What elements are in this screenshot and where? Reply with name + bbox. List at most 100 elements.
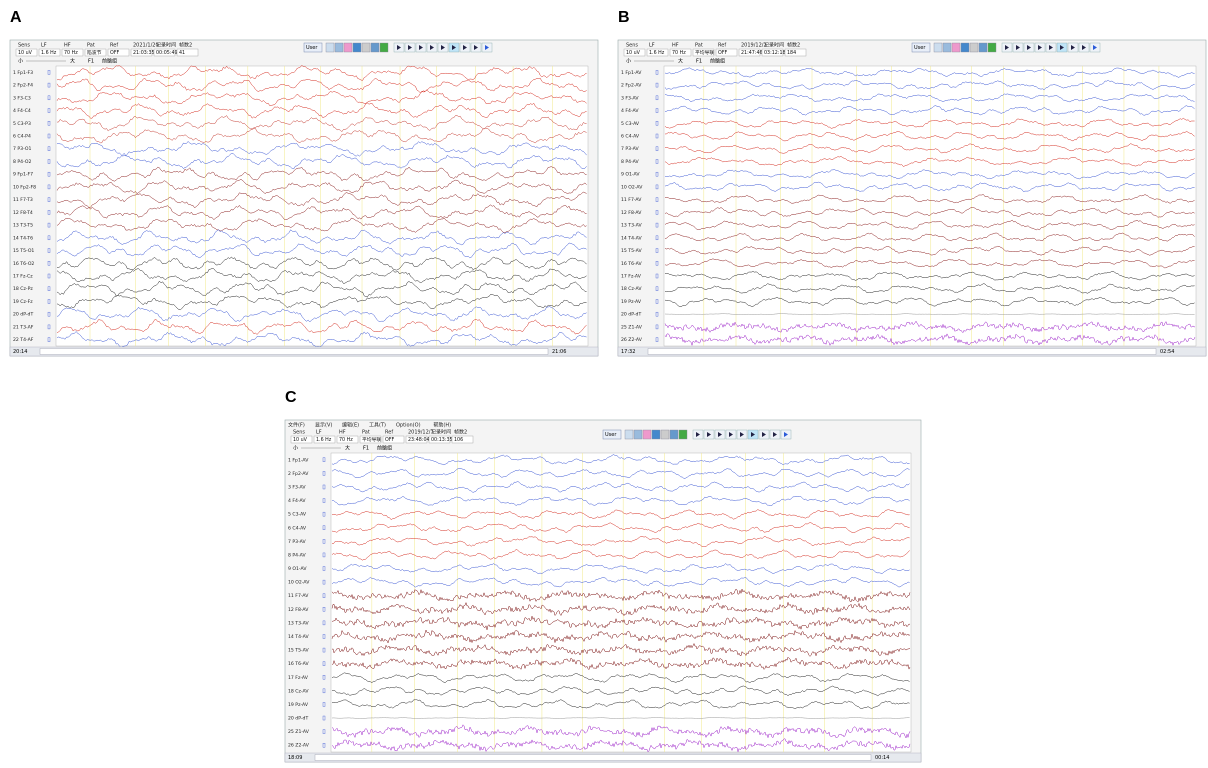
toolbar-field[interactable] [405, 435, 428, 444]
channel-label: 10 O2-AV [288, 580, 310, 586]
menu-item[interactable]: 帮助(H) [433, 422, 451, 429]
status-right: 21:06 [552, 349, 566, 355]
eeg-trace [664, 79, 1195, 91]
zoom-label[interactable]: 前脑组 [102, 58, 117, 65]
channel-label: 12 F8-AV [288, 607, 309, 613]
scale-marker [655, 171, 659, 177]
toolbar-field[interactable] [61, 48, 84, 57]
menu-item[interactable]: 工具(T) [369, 423, 386, 429]
tool-icon[interactable] [951, 42, 961, 53]
scale-marker [322, 647, 326, 653]
toolbar-field[interactable] [38, 48, 61, 57]
toolbar-field[interactable] [451, 435, 474, 444]
toolbar-field[interactable] [738, 48, 761, 57]
tool-icon[interactable] [978, 42, 988, 53]
tool-icon[interactable] [669, 429, 679, 440]
toolbar-field[interactable] [336, 435, 359, 444]
zoom-label[interactable]: 大 [678, 58, 683, 65]
tool-icon[interactable] [651, 429, 661, 440]
toolbar-field[interactable] [290, 435, 313, 444]
tool-icon[interactable] [361, 42, 371, 53]
scale-marker [47, 146, 51, 151]
scale-marker [655, 210, 659, 215]
toolbar-field[interactable] [313, 435, 336, 444]
toolbar-field[interactable] [761, 48, 784, 57]
tool-icon[interactable] [624, 429, 634, 440]
toolbar-field[interactable] [646, 48, 669, 57]
toolbar-value: 1.6 Hz [316, 437, 332, 443]
menu-item[interactable]: 显示(V) [315, 423, 332, 429]
tool-icon[interactable] [334, 42, 344, 53]
toolbar-field[interactable] [176, 48, 199, 57]
toolbar-header: 帧数2 [179, 42, 192, 49]
toolbar-field[interactable] [692, 48, 715, 57]
tool-icon[interactable] [352, 42, 362, 53]
tool-icon[interactable] [343, 42, 353, 53]
zoom-label[interactable]: 大 [345, 445, 350, 452]
tool-icon[interactable] [660, 429, 670, 440]
toolbar-field[interactable] [623, 48, 646, 57]
eeg-trace [664, 67, 1195, 78]
toolbar-value: 70 Hz [339, 437, 353, 443]
toolbar-field[interactable] [153, 48, 176, 57]
toolbar-field[interactable] [382, 435, 405, 444]
zoom-label[interactable]: 前脑组 [377, 445, 392, 452]
status-right: 02:54 [1160, 349, 1174, 355]
eeg-trace [331, 642, 910, 657]
zoom-label[interactable]: F1 [363, 446, 369, 452]
user-button[interactable] [303, 42, 323, 53]
toolbar-field[interactable] [428, 435, 451, 444]
zoom-label[interactable]: 前脑组 [710, 58, 725, 65]
tool-icon[interactable] [642, 429, 652, 440]
zoom-label[interactable]: F1 [696, 59, 702, 65]
tool-icon[interactable] [678, 429, 688, 440]
time-scrollbar[interactable] [39, 348, 549, 355]
menu-item[interactable]: 编辑(E) [342, 422, 359, 429]
time-scrollbar[interactable] [314, 754, 872, 761]
tool-icon[interactable] [987, 42, 997, 53]
toolbar-value: 106 [454, 437, 463, 443]
user-button[interactable] [911, 42, 931, 53]
zoom-label[interactable]: 小 [626, 58, 631, 65]
scale-marker [47, 261, 51, 266]
scale-marker [322, 620, 326, 626]
zoom-label[interactable]: 小 [18, 58, 23, 65]
toolbar-field[interactable] [715, 48, 738, 57]
toolbar-field[interactable] [130, 48, 153, 57]
toolbar-field[interactable] [107, 48, 130, 57]
toolbar-field[interactable] [15, 48, 38, 57]
zoom-label[interactable]: 大 [70, 58, 75, 65]
toolbar-field[interactable] [84, 48, 107, 57]
tool-icon[interactable] [633, 429, 643, 440]
menu-item[interactable]: 文件(F) [288, 422, 305, 429]
toolbar-field[interactable] [669, 48, 692, 57]
nav-glyph [1093, 45, 1097, 50]
user-button[interactable] [602, 429, 622, 440]
tool-icon[interactable] [933, 42, 943, 53]
toolbar-field[interactable] [784, 48, 807, 57]
channel-label: 7 P3-AV [621, 146, 639, 152]
scale-marker [322, 743, 326, 748]
time-scrollbar[interactable] [647, 348, 1157, 355]
tool-icon[interactable] [969, 42, 979, 53]
scale-marker [655, 108, 659, 113]
toolbar-header: Pat [695, 43, 703, 49]
toolbar-value: 10 uV [626, 50, 641, 56]
scale-marker [655, 299, 659, 304]
tool-icon[interactable] [960, 42, 970, 53]
tool-icon[interactable] [379, 42, 389, 53]
tool-icon[interactable] [325, 42, 335, 53]
nav-glyph [1049, 45, 1053, 50]
zoom-label[interactable]: 小 [293, 445, 298, 452]
tool-icon[interactable] [370, 42, 380, 53]
zoom-label[interactable]: F1 [88, 59, 94, 65]
status-left: 17:32 [621, 349, 635, 355]
tool-icon[interactable] [942, 42, 952, 53]
nav-glyph [740, 432, 744, 437]
scale-marker [655, 311, 659, 317]
toolbar-field[interactable] [359, 435, 382, 444]
menu-item[interactable]: Option(O) [396, 423, 421, 429]
channel-label: 6 C4-P4 [13, 134, 31, 140]
